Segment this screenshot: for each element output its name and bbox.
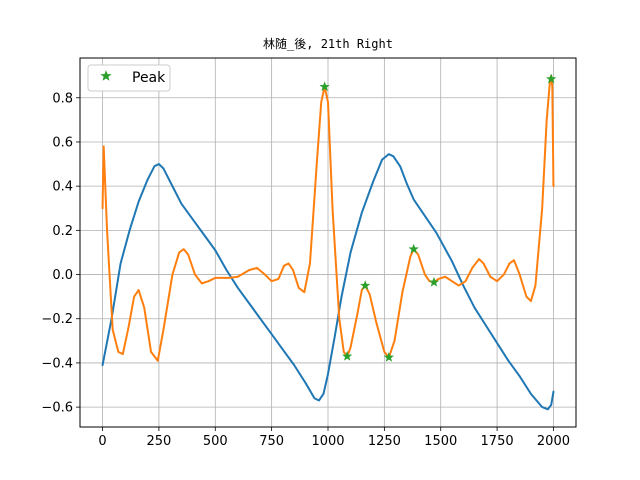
legend: Peak	[87, 64, 171, 92]
x-tick-label: 500	[203, 434, 228, 449]
x-tick-label: 1000	[311, 434, 344, 449]
x-tick-label: 1750	[481, 434, 514, 449]
peak-marker	[383, 352, 394, 362]
peak-marker	[319, 81, 330, 92]
series-layer	[101, 73, 557, 411]
legend-peak-label: Peak	[132, 70, 166, 86]
y-tick-label: 0.0	[52, 268, 73, 283]
x-tick-label: 1250	[368, 434, 401, 449]
peak-marker	[408, 243, 419, 254]
peak-marker	[546, 73, 557, 84]
peak-marker	[360, 280, 371, 290]
x-tick-label: 0	[98, 434, 106, 449]
y-tick-label: 0.4	[52, 180, 73, 195]
x-tick-label: 2000	[537, 434, 570, 449]
peak-marker	[428, 276, 440, 287]
x-tick-label: 1500	[424, 434, 457, 449]
series-line-2	[101, 74, 555, 362]
x-tick-label: 750	[259, 434, 284, 449]
legend-peak-marker	[100, 70, 112, 81]
y-tick-label: 0.8	[52, 91, 73, 106]
chart-title: 林随_後, 21th Right	[263, 36, 393, 51]
y-tick-label: 0.6	[52, 135, 73, 150]
y-tick-label: −0.4	[41, 356, 73, 371]
peak-marker	[342, 350, 353, 361]
axis-ticks: 0 250 500 750 1000 1250 1500 1750 2000 −0.6 −0.4 −0…	[41, 91, 570, 449]
y-tick-label: 0.2	[52, 224, 73, 239]
x-tick-label: 250	[146, 434, 171, 449]
y-tick-label: −0.2	[41, 312, 73, 327]
legend-box	[87, 64, 171, 92]
series-line-1	[101, 153, 555, 411]
y-tick-label: −0.6	[41, 401, 73, 416]
